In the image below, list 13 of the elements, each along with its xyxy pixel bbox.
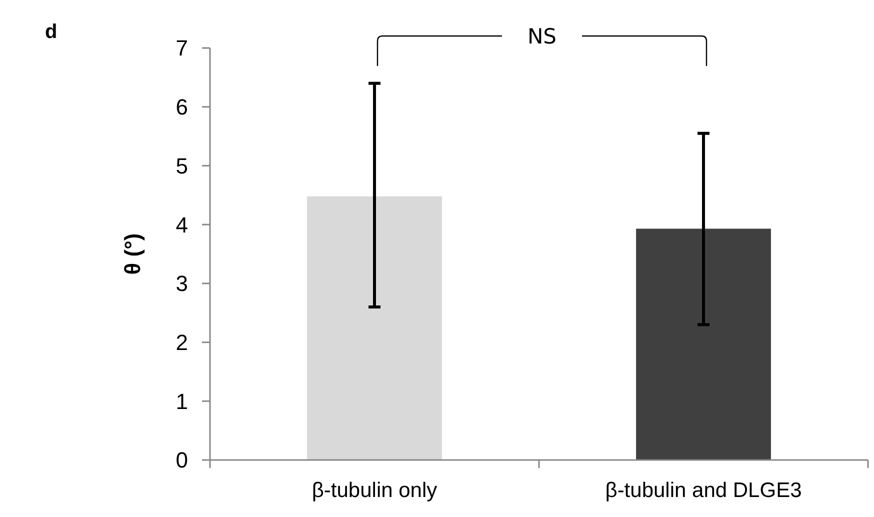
- x-tick-label: β-tubulin only: [312, 479, 438, 502]
- y-tick-label: 7: [176, 36, 188, 61]
- y-tick-label: 6: [176, 94, 188, 120]
- y-axis-title: θ (°): [120, 233, 145, 275]
- y-tick-label: 3: [176, 271, 188, 296]
- y-tick-label: 1: [176, 388, 188, 414]
- y-tick-label: 5: [176, 153, 188, 178]
- x-tick-label: β-tubulin and DLGE3: [605, 479, 802, 502]
- annotation: NS: [527, 24, 557, 48]
- y-tick-label: 4: [176, 212, 188, 238]
- y-tick-label: 2: [176, 330, 188, 355]
- text: d: [45, 21, 58, 43]
- y-tick-label: 0: [176, 448, 188, 473]
